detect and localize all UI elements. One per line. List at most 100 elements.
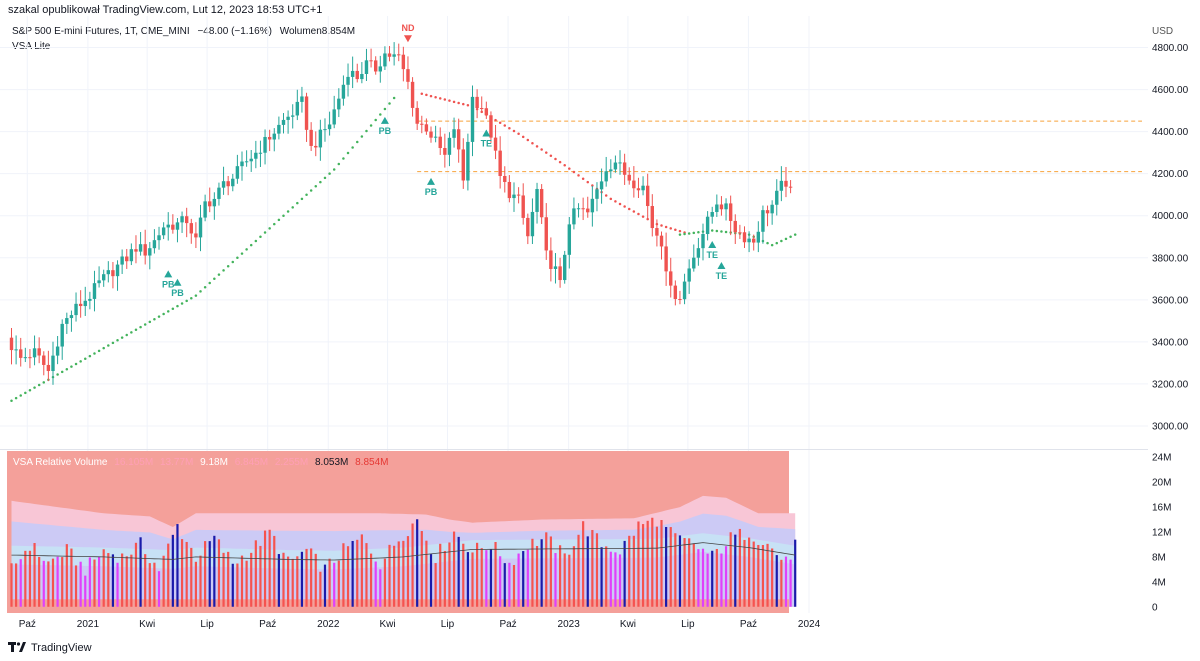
candle-body[interactable] (456, 129, 461, 150)
candle-body[interactable] (512, 194, 516, 199)
candle-body[interactable] (102, 274, 106, 281)
volume-bar[interactable] (522, 551, 525, 607)
candle-body[interactable] (129, 249, 134, 262)
candle-body[interactable] (659, 235, 664, 247)
candle-body[interactable] (756, 231, 761, 243)
volume-bar[interactable] (171, 534, 174, 607)
volume-bar[interactable] (93, 559, 96, 607)
volume-bar[interactable] (628, 535, 631, 607)
volume-bar[interactable] (669, 527, 672, 607)
candle-body[interactable] (37, 348, 41, 356)
volume-bar[interactable] (517, 553, 520, 607)
candle-body[interactable] (111, 270, 115, 277)
volume-bar[interactable] (240, 555, 244, 607)
volume-bar[interactable] (738, 528, 741, 607)
candle-body[interactable] (581, 208, 585, 210)
candle-body[interactable] (424, 124, 429, 132)
volume-bar[interactable] (337, 560, 340, 607)
volume-bar[interactable] (300, 551, 304, 607)
volume-bar[interactable] (457, 536, 460, 607)
volume-bar[interactable] (393, 545, 396, 607)
candle-body[interactable] (669, 271, 673, 286)
candle-body[interactable] (715, 204, 719, 213)
volume-bar[interactable] (476, 542, 479, 607)
volume-bar[interactable] (42, 560, 45, 607)
volume-bar[interactable] (701, 548, 705, 607)
candle-body[interactable] (484, 108, 489, 116)
volume-bar[interactable] (254, 540, 257, 607)
candle-body[interactable] (728, 203, 733, 221)
candle-body[interactable] (567, 224, 572, 255)
candle-body[interactable] (544, 217, 548, 251)
volume-bar[interactable] (729, 532, 732, 607)
candle-body[interactable] (664, 246, 668, 272)
volume-bar[interactable] (10, 563, 13, 607)
volume-bar[interactable] (153, 562, 156, 607)
candle-body[interactable] (355, 70, 359, 80)
candle-body[interactable] (364, 60, 369, 74)
volume-bar[interactable] (540, 539, 543, 607)
symbol-name[interactable]: S&P 500 E-mini Futures, 1T, CME_MINI (12, 26, 190, 37)
volume-bar[interactable] (784, 556, 788, 607)
candle-body[interactable] (272, 133, 276, 140)
candle-body[interactable] (724, 203, 728, 210)
volume-bar[interactable] (167, 543, 170, 607)
candle-body[interactable] (687, 268, 691, 282)
candle-body[interactable] (378, 66, 382, 72)
volume-bar[interactable] (586, 536, 589, 607)
candle-body[interactable] (346, 76, 350, 85)
volume-bar[interactable] (697, 549, 700, 607)
volume-bar[interactable] (715, 548, 718, 607)
candle-body[interactable] (443, 148, 447, 155)
volume-bar[interactable] (757, 544, 760, 607)
volume-bar[interactable] (134, 542, 138, 607)
volume-bar[interactable] (452, 531, 456, 607)
volume-bar[interactable] (494, 541, 497, 607)
candle-body[interactable] (240, 161, 244, 167)
volume-bar[interactable] (180, 539, 184, 607)
volume-bar[interactable] (15, 563, 18, 607)
volume-bar[interactable] (236, 563, 239, 607)
volume-bar[interactable] (641, 524, 645, 607)
candle-body[interactable] (516, 194, 521, 196)
candle-body[interactable] (507, 181, 512, 199)
candle-body[interactable] (60, 323, 64, 347)
volume-bar[interactable] (535, 545, 539, 607)
volume-bar[interactable] (342, 543, 345, 607)
volume-bar[interactable] (471, 552, 474, 607)
candle-body[interactable] (650, 206, 654, 229)
volume-bar[interactable] (743, 539, 746, 607)
volume-bar[interactable] (185, 541, 188, 607)
volume-bar[interactable] (402, 540, 405, 607)
candle-body[interactable] (530, 211, 535, 237)
volume-bar[interactable] (545, 532, 548, 607)
candle-body[interactable] (535, 188, 539, 212)
candle-body[interactable] (360, 73, 364, 80)
candle-body[interactable] (397, 54, 401, 56)
volume-bar[interactable] (365, 543, 368, 607)
volume-bar[interactable] (61, 557, 64, 607)
volume-bar[interactable] (346, 546, 350, 607)
candle-body[interactable] (429, 131, 433, 138)
candle-body[interactable] (314, 145, 318, 148)
volume-bar[interactable] (388, 544, 391, 607)
volume-bar[interactable] (199, 555, 202, 607)
candle-body[interactable] (51, 355, 55, 372)
volume-bar[interactable] (208, 541, 211, 607)
volume-bar[interactable] (121, 553, 124, 607)
volume-bar[interactable] (503, 563, 506, 607)
candle-body[interactable] (438, 136, 442, 149)
volume-bar[interactable] (771, 548, 774, 607)
volume-bar[interactable] (88, 557, 91, 607)
volume-bar[interactable] (259, 545, 262, 607)
candle-body[interactable] (221, 181, 226, 188)
volume-bar[interactable] (74, 565, 78, 607)
volume-bar[interactable] (683, 538, 686, 607)
volume-bar[interactable] (558, 545, 562, 607)
candle-body[interactable] (586, 208, 590, 213)
candle-body[interactable] (332, 109, 336, 125)
volume-bar[interactable] (711, 550, 714, 607)
volume-bar[interactable] (660, 520, 663, 607)
volume-bar[interactable] (24, 550, 27, 607)
candle-body[interactable] (258, 152, 263, 154)
